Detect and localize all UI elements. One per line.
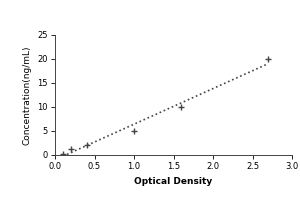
X-axis label: Optical Density: Optical Density (134, 176, 213, 186)
Y-axis label: Concentration(ng/mL): Concentration(ng/mL) (23, 45, 32, 145)
